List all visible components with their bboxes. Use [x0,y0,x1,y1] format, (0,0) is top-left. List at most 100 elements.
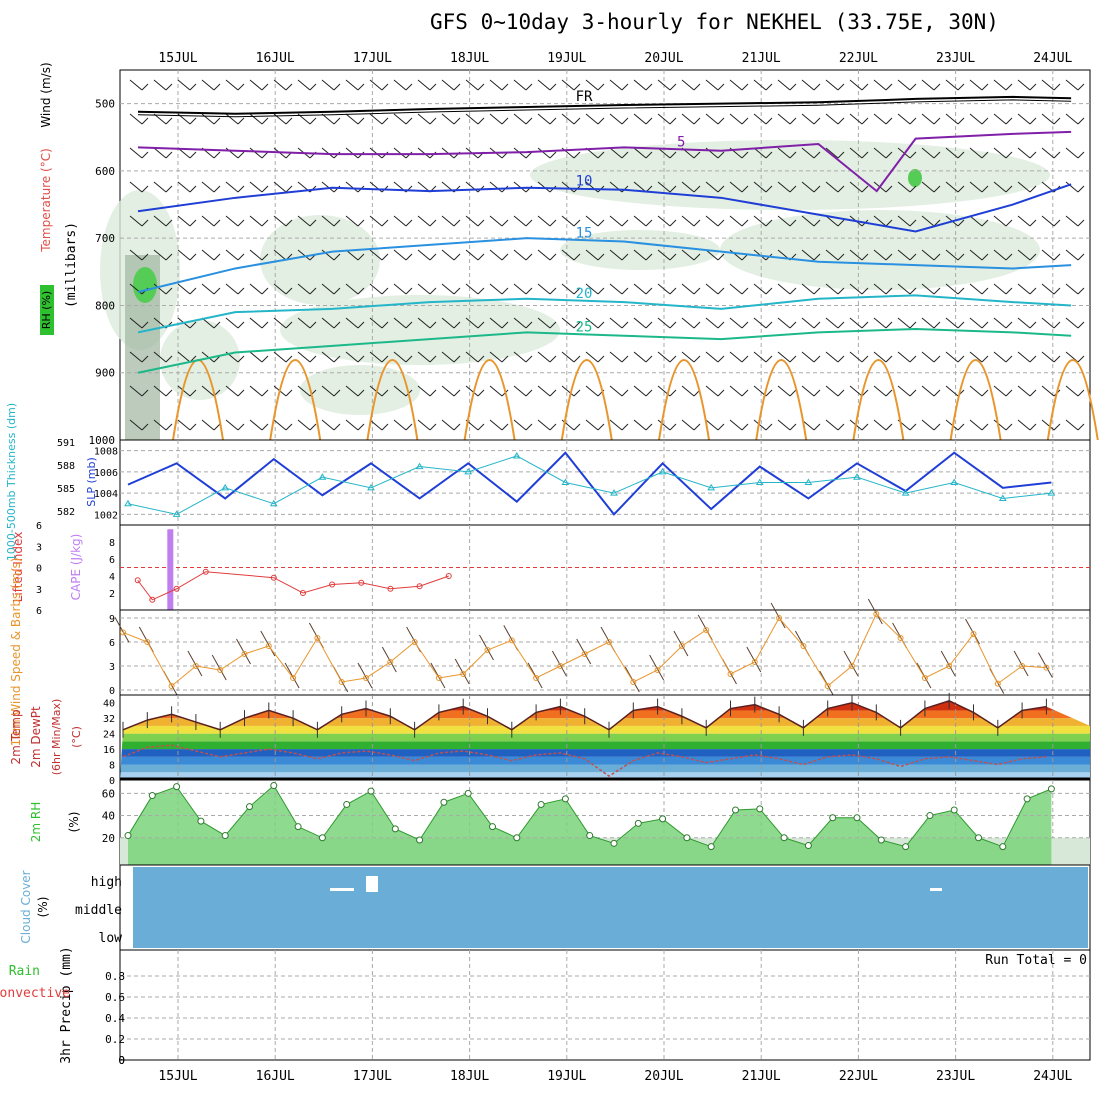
wind-barb [921,147,935,159]
upper-temp-label: Temperature (°C) [39,148,53,253]
wind-barb [249,385,263,397]
wind-barb [177,283,191,295]
wind-barb [321,351,335,363]
wind-barb-flag [861,321,869,329]
wind-tick: 0 [109,686,115,697]
wind-barb-flag [981,287,989,295]
wind-barb-flag [525,219,533,227]
wind-barb-flag [957,219,965,227]
li-tick: 6 [36,521,42,532]
wind-barb-flag [285,321,293,329]
wind-barb [585,283,599,295]
wind-barb-flag [789,287,797,295]
wind-barb-flag [1077,355,1085,363]
wind-barb-flag [885,389,893,397]
wind-barb-flag [141,321,149,329]
wind-barb-flag [645,151,653,159]
wind-barb-flag [1053,287,1061,295]
pressure-tick: 800 [95,299,115,312]
rh-point [804,842,812,850]
wind-barb-flag [309,355,317,363]
contour-label: FR [576,89,593,105]
wind-barb-flag [669,355,677,363]
wind-barb-flag [429,287,437,295]
wind-barb [753,181,767,193]
wind-barb-flag [1053,151,1061,159]
wind-barb-flag [141,185,149,193]
wind-barb [1041,147,1055,159]
wind-barb [153,147,167,159]
wind-barb [1041,79,1055,91]
cloud-tick: low [99,931,123,946]
wind-barb-flag [933,185,941,193]
wind-barb-flag [1077,321,1085,329]
wind-barb-flag [1029,83,1037,91]
wind-barb [513,283,527,295]
wind-barb-flag [717,151,725,159]
temp-contour-30 [463,359,516,441]
wind-barb [945,351,959,363]
wind-barb [129,147,143,159]
wind-point [581,651,588,657]
wind-barb [393,317,407,329]
wind-barb [993,113,1007,125]
wind-barb-flag [669,321,677,329]
wind-barb [633,79,647,91]
wind-barb [825,215,839,227]
wind-barb [945,419,959,431]
wind-barb [825,283,839,295]
wind-barb-flag [741,355,749,363]
wind-barb-flag [885,83,893,91]
wind-barb [657,317,671,329]
wind-barb-flag [789,185,797,193]
wind-barb-flag [741,117,749,125]
wind-barb [1017,385,1031,397]
rh-point [513,834,521,842]
rh-point [610,839,618,847]
wind-barb [921,79,935,91]
wind-barb [417,79,431,91]
temp-tick: 0 [109,776,115,787]
wind-barb [345,147,359,159]
rh-point [294,823,302,831]
wind-barb-flag [285,185,293,193]
rh-point [659,815,667,823]
wind-point [557,663,564,669]
wind-barb [177,215,191,227]
wind-barb-flag [501,355,509,363]
wind-barb-flag [405,355,413,363]
wind-barb-flag [453,423,461,431]
wind-barb-flag [789,321,797,329]
wind-barb-flag [861,423,869,431]
temp-contour-5 [137,130,1072,193]
line-SLP [127,451,1052,516]
temp-band [120,741,1090,750]
wind-barb-flag [861,389,869,397]
wind-barb [1065,317,1079,329]
wind-barb [489,419,503,431]
date-tick-top: 21JUL [742,51,781,66]
cloud-fill [133,867,1088,948]
wind-barb-flag [765,321,773,329]
rh-point [999,843,1007,851]
contour-label: 5 [677,135,685,151]
wind-barb-flag [405,117,413,125]
wind-barb-flag [933,355,941,363]
thickness-marker [561,478,570,485]
li-tick: 6 [36,606,42,617]
wind-barb-flag [525,253,533,261]
wind-barb-flag [693,151,701,159]
wind-barb [873,385,887,397]
temp-contour-25 [137,327,1072,374]
li-point [202,568,209,575]
wind-barb-flag [381,83,389,91]
wind-barb-flag [645,287,653,295]
wind-barb [129,79,143,91]
wind-barb [825,249,839,261]
temp-contour-30 [269,359,322,441]
wind-barb [777,181,791,193]
wind-barb [297,385,311,397]
thickness-marker [172,510,181,517]
wind-barb [465,113,479,125]
wind-barb-flag [909,83,917,91]
